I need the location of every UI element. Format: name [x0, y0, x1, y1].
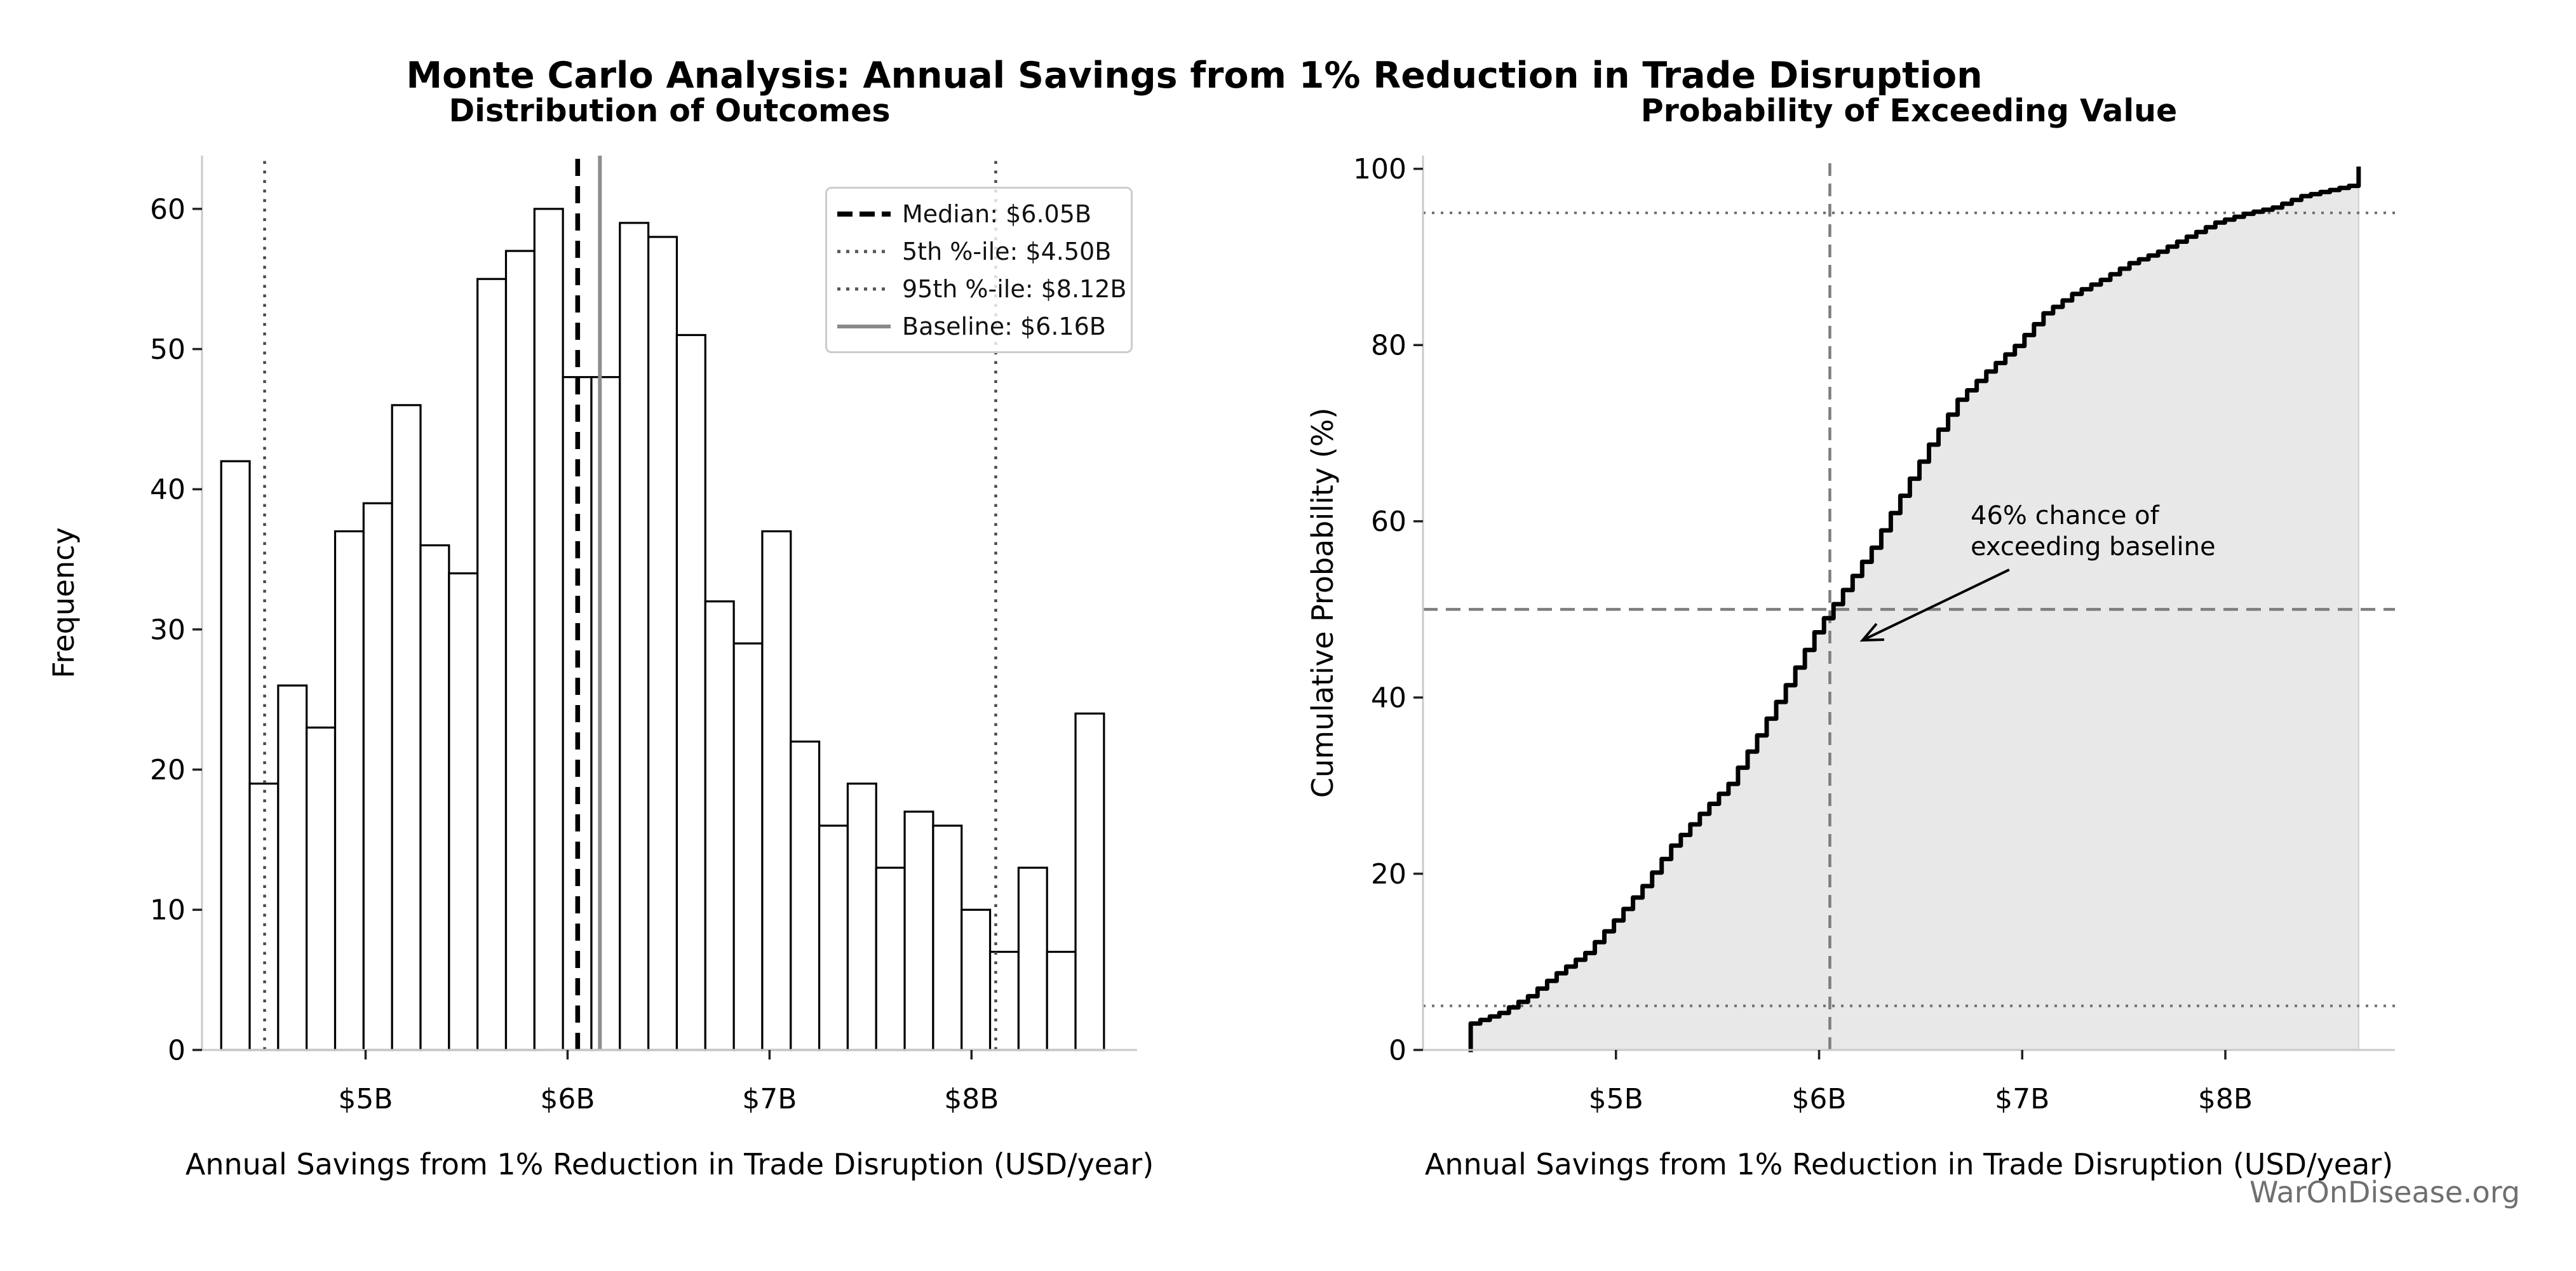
histogram-bar [903, 810, 934, 1051]
legend-dashed-line-sample [837, 211, 891, 217]
histogram-title: Distribution of Outcomes [448, 93, 891, 129]
histogram-bar [790, 740, 821, 1051]
histogram-yaxis-label: Frequency [46, 527, 81, 678]
watermark: WarOnDisease.org [2249, 1175, 2520, 1209]
histogram-bar [675, 333, 706, 1051]
legend: Median: $6.05B 5th %-ile: $4.50B 95th %-il… [825, 187, 1133, 353]
histogram-bar [961, 908, 992, 1051]
histogram-bar [846, 783, 877, 1051]
legend-label: 5th %-ile: $4.50B [902, 237, 1112, 266]
cdf-ytick-label: 0 [1389, 1034, 1406, 1066]
cdf-title: Probability of Exceeding Value [1640, 93, 2178, 129]
legend-solid-line-sample [837, 324, 891, 328]
histogram-xtick-label: $5B [338, 1083, 393, 1115]
cdf-ytick-label: 40 [1371, 682, 1406, 715]
legend-item: 5th %-ile: $4.50B [836, 234, 1122, 269]
histogram-bar [334, 530, 365, 1051]
histogram-bar [306, 726, 337, 1051]
cdf-curve [1468, 166, 2361, 1052]
histogram-bar [1046, 950, 1077, 1051]
legend-dotted-line-sample [837, 250, 891, 253]
histogram-bar [476, 278, 508, 1051]
histogram-bar [818, 824, 849, 1051]
cdf-ytick-label: 100 [1353, 153, 1406, 185]
histogram-bar [590, 376, 621, 1051]
histogram-bar [277, 684, 308, 1051]
histogram-bar [362, 502, 393, 1051]
annotation-arrowhead [1859, 622, 1884, 642]
histogram-ytick-label: 20 [150, 754, 185, 786]
histogram-xtick-label: $6B [540, 1083, 595, 1115]
histogram-bar [1074, 712, 1105, 1051]
histogram-bar [504, 250, 536, 1051]
histogram-bar [220, 460, 251, 1051]
cdf-xaxis-label: Annual Savings from 1% Reduction in Trad… [1424, 1147, 2394, 1181]
cdf-xtick-label: $6B [1791, 1083, 1846, 1115]
histogram-bar [704, 600, 735, 1051]
histogram-bar [391, 404, 422, 1051]
cdf-annotation-line2: exceeding baseline [1971, 532, 2216, 562]
cdf-ytick-label: 80 [1371, 330, 1406, 362]
histogram-bar [647, 236, 678, 1051]
histogram-ytick-label: 60 [150, 193, 185, 225]
legend-item: Median: $6.05B [836, 196, 1122, 232]
histogram-bar [619, 222, 650, 1051]
histogram-xaxis-label: Annual Savings from 1% Reduction in Trad… [185, 1147, 1154, 1181]
histogram-ytick-label: 30 [150, 614, 185, 646]
cdf-xtick-label: $5B [1589, 1083, 1643, 1115]
histogram-ytick-label: 10 [150, 894, 185, 927]
legend-label: Baseline: $6.16B [902, 312, 1106, 340]
histogram-bar [1017, 866, 1048, 1051]
histogram-bar [761, 530, 792, 1051]
cdf-annotation-line1: 46% chance of [1971, 501, 2159, 530]
cdf-annotation: 46% chance of exceeding baseline [1971, 501, 2216, 563]
cdf-yaxis-label: Cumulative Probability (%) [1305, 407, 1340, 798]
cdf-ytick-label: 20 [1371, 858, 1406, 891]
cdf-xtick-label: $8B [2198, 1083, 2253, 1115]
histogram-ytick-label: 40 [150, 474, 185, 506]
cdf-xtick-label: $7B [1995, 1083, 2049, 1115]
legend-dotted-line-sample [837, 287, 891, 290]
legend-label: Median: $6.05B [902, 199, 1091, 228]
figure-title: Monte Carlo Analysis: Annual Savings fro… [406, 55, 1983, 97]
legend-item: 95th %-ile: $8.12B [836, 271, 1126, 307]
histogram-xtick-label: $7B [742, 1083, 797, 1115]
histogram-bar [533, 208, 564, 1051]
legend-label: 95th %-ile: $8.12B [902, 274, 1127, 303]
histogram-bar [448, 572, 479, 1051]
histogram-bar [419, 544, 450, 1051]
histogram-bar [732, 642, 764, 1051]
histogram-xtick-label: $8B [944, 1083, 999, 1115]
histogram-bar [875, 866, 906, 1051]
legend-item: Baseline: $6.16B [836, 309, 1122, 344]
annotation-arrow-line [1862, 568, 2010, 642]
histogram-ytick-label: 50 [150, 333, 185, 366]
histogram-bar [932, 824, 963, 1051]
cdf-ytick-label: 60 [1371, 506, 1406, 538]
histogram-ytick-label: 0 [168, 1034, 185, 1066]
